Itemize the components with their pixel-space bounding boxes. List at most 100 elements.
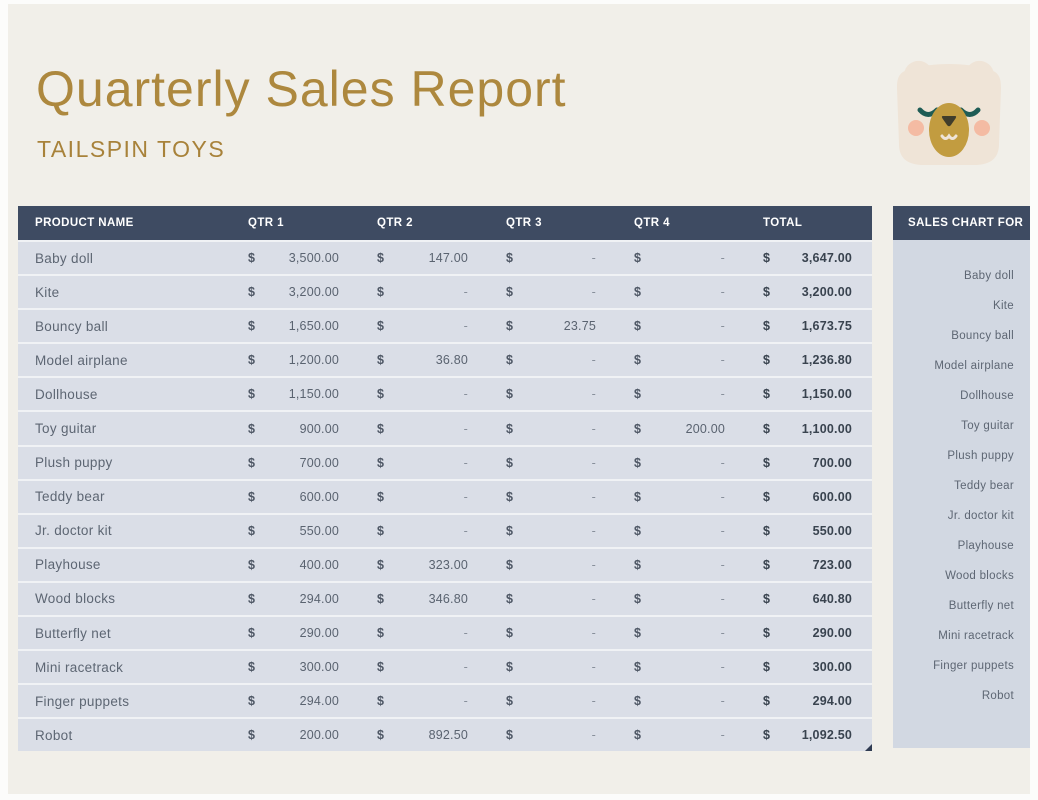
cell-q2[interactable]: $ - bbox=[359, 412, 488, 444]
cell-q1[interactable]: $600.00 bbox=[230, 481, 359, 513]
cell-q1[interactable]: $1,150.00 bbox=[230, 378, 359, 410]
cell-product-name[interactable]: Kite bbox=[35, 284, 60, 300]
cell-q3[interactable]: $ - bbox=[488, 242, 616, 274]
cell-total[interactable]: $294.00 bbox=[745, 685, 872, 717]
cell-product-name[interactable]: Wood blocks bbox=[35, 591, 116, 607]
cell-product-name[interactable]: Bouncy ball bbox=[35, 318, 109, 334]
cell-q2[interactable]: $ - bbox=[359, 617, 488, 649]
cell-q2[interactable]: $ - bbox=[359, 310, 488, 342]
chart-category-label[interactable]: Teddy bear bbox=[954, 480, 1014, 492]
cell-q2[interactable]: $ - bbox=[359, 685, 488, 717]
cell-total[interactable]: $600.00 bbox=[745, 481, 872, 513]
cell-product-name[interactable]: Playhouse bbox=[35, 557, 101, 573]
chart-category-label[interactable]: Jr. doctor kit bbox=[947, 510, 1014, 522]
cell-q3[interactable]: $ - bbox=[488, 651, 616, 683]
chart-category-label[interactable]: Model airplane bbox=[934, 360, 1014, 372]
column-header-qtr-2[interactable]: QTR 2 bbox=[377, 217, 413, 229]
cell-total[interactable]: $700.00 bbox=[745, 447, 872, 479]
cell-q4[interactable]: $ - bbox=[616, 344, 745, 376]
cell-q1[interactable]: $300.00 bbox=[230, 651, 359, 683]
cell-q4[interactable]: $ - bbox=[616, 617, 745, 649]
cell-q2[interactable]: $ - bbox=[359, 515, 488, 547]
cell-q2[interactable]: $ - bbox=[359, 378, 488, 410]
cell-q3[interactable]: $ - bbox=[488, 583, 616, 615]
cell-total[interactable]: $1,100.00 bbox=[745, 412, 872, 444]
cell-product-name[interactable]: Butterfly net bbox=[35, 625, 111, 641]
chart-category-label[interactable]: Toy guitar bbox=[961, 420, 1014, 432]
chart-category-label[interactable]: Finger puppets bbox=[933, 660, 1014, 672]
cell-q3[interactable]: $ - bbox=[488, 344, 616, 376]
cell-q2[interactable]: $36.80 bbox=[359, 344, 488, 376]
cell-q1[interactable]: $550.00 bbox=[230, 515, 359, 547]
chart-category-label[interactable]: Mini racetrack bbox=[938, 630, 1014, 642]
cell-q4[interactable]: $ - bbox=[616, 378, 745, 410]
cell-q2[interactable]: $147.00 bbox=[359, 242, 488, 274]
cell-q4[interactable]: $ - bbox=[616, 276, 745, 308]
cell-product-name[interactable]: Mini racetrack bbox=[35, 659, 124, 675]
cell-q3[interactable]: $23.75 bbox=[488, 310, 616, 342]
cell-q3[interactable]: $ - bbox=[488, 719, 616, 751]
cell-q3[interactable]: $ - bbox=[488, 685, 616, 717]
column-header-total[interactable]: TOTAL bbox=[763, 217, 803, 229]
cell-product-name[interactable]: Model airplane bbox=[35, 352, 128, 368]
cell-q1[interactable]: $3,200.00 bbox=[230, 276, 359, 308]
cell-q2[interactable]: $892.50 bbox=[359, 719, 488, 751]
column-header-qtr-3[interactable]: QTR 3 bbox=[506, 217, 542, 229]
cell-q2[interactable]: $ - bbox=[359, 481, 488, 513]
column-header-qtr-4[interactable]: QTR 4 bbox=[634, 217, 670, 229]
cell-product-name[interactable]: Plush puppy bbox=[35, 455, 113, 471]
cell-q2[interactable]: $ - bbox=[359, 447, 488, 479]
cell-total[interactable]: $3,647.00 bbox=[745, 242, 872, 274]
chart-category-label[interactable]: Plush puppy bbox=[947, 450, 1014, 462]
column-header-product-name[interactable]: PRODUCT NAME bbox=[35, 217, 134, 229]
cell-q4[interactable]: $ - bbox=[616, 685, 745, 717]
cell-q3[interactable]: $ - bbox=[488, 447, 616, 479]
cell-total[interactable]: $1,236.80 bbox=[745, 344, 872, 376]
cell-q1[interactable]: $294.00 bbox=[230, 583, 359, 615]
chart-category-label[interactable]: Baby doll bbox=[963, 270, 1014, 282]
cell-product-name[interactable]: Toy guitar bbox=[35, 421, 97, 437]
chart-category-label[interactable]: Bouncy ball bbox=[951, 330, 1014, 342]
cell-product-name[interactable]: Robot bbox=[35, 727, 73, 743]
cell-q1[interactable]: $200.00 bbox=[230, 719, 359, 751]
cell-q4[interactable]: $ - bbox=[616, 549, 745, 581]
cell-q2[interactable]: $346.80 bbox=[359, 583, 488, 615]
chart-category-label[interactable]: Kite bbox=[992, 300, 1014, 312]
cell-q1[interactable]: $3,500.00 bbox=[230, 242, 359, 274]
cell-product-name[interactable]: Finger puppets bbox=[35, 693, 130, 709]
cell-total[interactable]: $290.00 bbox=[745, 617, 872, 649]
chart-category-label[interactable]: Robot bbox=[981, 690, 1014, 702]
cell-q1[interactable]: $1,650.00 bbox=[230, 310, 359, 342]
cell-q3[interactable]: $ - bbox=[488, 276, 616, 308]
chart-category-label[interactable]: Butterfly net bbox=[948, 600, 1014, 612]
cell-q1[interactable]: $290.00 bbox=[230, 617, 359, 649]
cell-q4[interactable]: $200.00 bbox=[616, 412, 745, 444]
cell-q4[interactable]: $ - bbox=[616, 481, 745, 513]
column-header-qtr-1[interactable]: QTR 1 bbox=[248, 217, 284, 229]
cell-q3[interactable]: $ - bbox=[488, 481, 616, 513]
chart-category-label[interactable]: Wood blocks bbox=[945, 570, 1014, 582]
cell-total[interactable]: $1,092.50 bbox=[745, 719, 872, 751]
cell-total[interactable]: $550.00 bbox=[745, 515, 872, 547]
cell-q4[interactable]: $ - bbox=[616, 447, 745, 479]
cell-product-name[interactable]: Jr. doctor kit bbox=[35, 523, 112, 539]
cell-q4[interactable]: $ - bbox=[616, 651, 745, 683]
cell-q1[interactable]: $700.00 bbox=[230, 447, 359, 479]
cell-q2[interactable]: $ - bbox=[359, 276, 488, 308]
cell-total[interactable]: $640.80 bbox=[745, 583, 872, 615]
cell-q4[interactable]: $ - bbox=[616, 515, 745, 547]
table-resize-handle-icon[interactable] bbox=[865, 744, 872, 752]
cell-q1[interactable]: $900.00 bbox=[230, 412, 359, 444]
cell-total[interactable]: $723.00 bbox=[745, 549, 872, 581]
cell-q3[interactable]: $ - bbox=[488, 515, 616, 547]
chart-category-label[interactable]: Playhouse bbox=[957, 540, 1014, 552]
cell-q3[interactable]: $ - bbox=[488, 412, 616, 444]
cell-q1[interactable]: $294.00 bbox=[230, 685, 359, 717]
cell-q2[interactable]: $323.00 bbox=[359, 549, 488, 581]
cell-q4[interactable]: $ - bbox=[616, 719, 745, 751]
cell-total[interactable]: $300.00 bbox=[745, 651, 872, 683]
cell-q3[interactable]: $ - bbox=[488, 549, 616, 581]
cell-product-name[interactable]: Dollhouse bbox=[35, 386, 98, 402]
cell-product-name[interactable]: Teddy bear bbox=[35, 489, 105, 505]
cell-q3[interactable]: $ - bbox=[488, 378, 616, 410]
